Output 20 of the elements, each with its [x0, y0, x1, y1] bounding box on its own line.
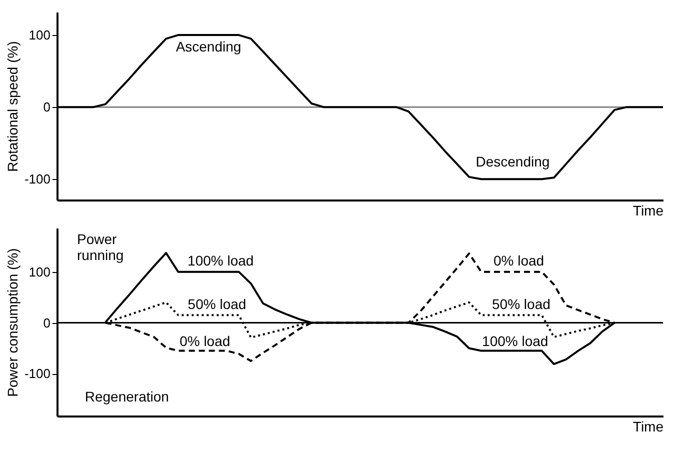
y-tick-label: 100: [28, 264, 50, 280]
annotation: 0% load: [180, 333, 230, 350]
annotation: Power running: [77, 231, 124, 264]
annotation: Ascending: [176, 38, 242, 55]
y-axis-title: Power consumption (%): [4, 248, 20, 397]
y-tick-label: 0: [43, 315, 50, 330]
annotation: 0% load: [493, 252, 544, 269]
annotation: 50% load: [188, 296, 246, 312]
annotation: Descending: [476, 153, 550, 170]
y-axis-title: Rotational speed (%): [4, 41, 20, 172]
y-tick-label: 100: [28, 28, 50, 43]
annotation: 100% load: [188, 252, 254, 269]
annotation: 100% load: [482, 333, 548, 350]
annotation: 50% load: [492, 296, 550, 312]
x-axis-title: Time: [632, 202, 664, 218]
annotation: Regeneration: [84, 388, 169, 405]
y-tick-label: 0: [43, 100, 50, 115]
y-tick-label: -100: [24, 366, 50, 382]
y-tick-label: -100: [24, 172, 50, 187]
x-axis-title: Time: [632, 418, 664, 434]
